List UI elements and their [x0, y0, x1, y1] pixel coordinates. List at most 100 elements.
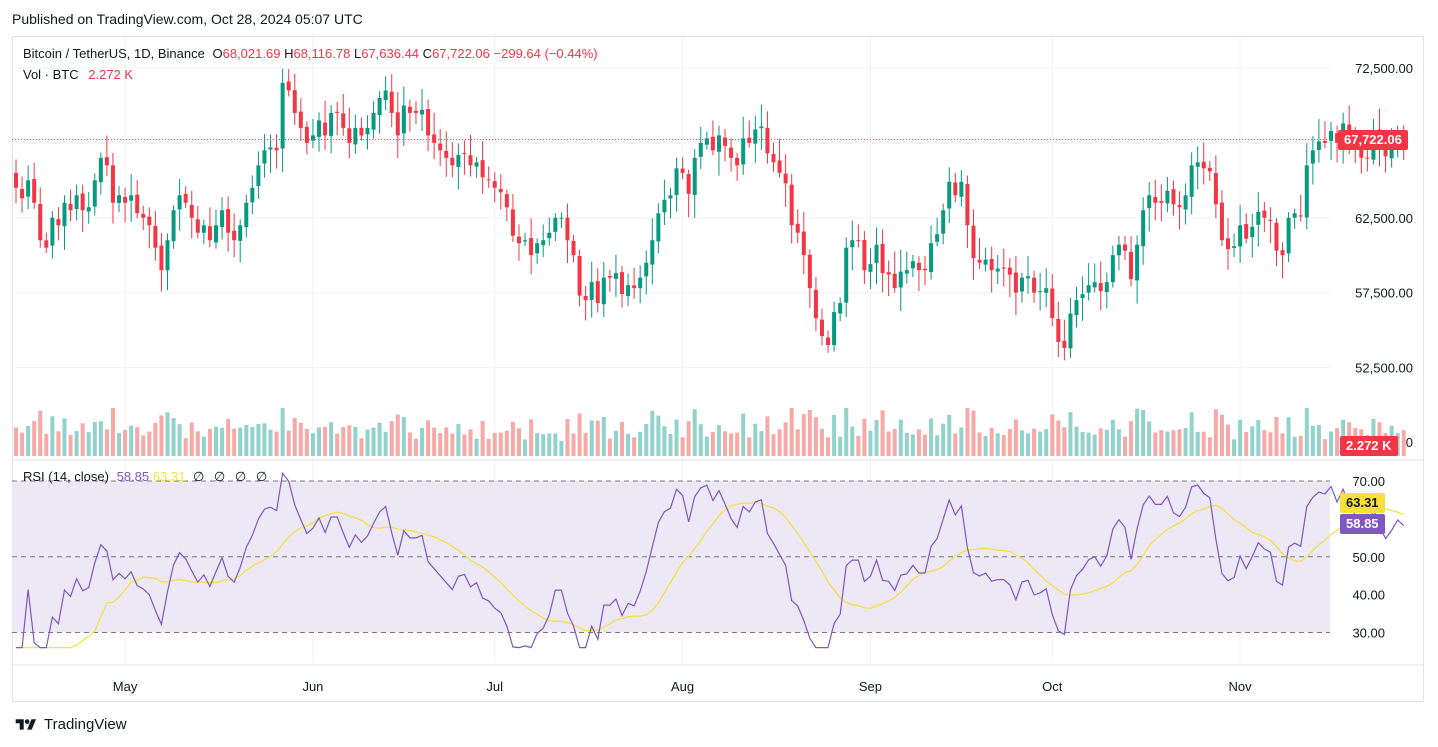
candle-body: [456, 154, 461, 167]
volume-bar: [601, 416, 606, 456]
candle-body: [1116, 244, 1121, 256]
volume-bar: [1401, 430, 1406, 456]
volume-bar: [268, 429, 273, 456]
low-value: 67,636.44: [361, 46, 420, 61]
rsi-extra-3: ∅: [234, 469, 247, 484]
candle-body: [44, 240, 49, 248]
candle-body: [765, 127, 770, 154]
close-value: 67,722.06: [432, 46, 490, 61]
volume-bar: [735, 432, 740, 456]
volume-bar: [650, 410, 655, 456]
candle-body: [389, 91, 394, 113]
candle-body: [953, 182, 958, 196]
volume-bar: [1298, 435, 1303, 456]
volume-bar: [983, 435, 988, 456]
candle-body: [1232, 246, 1237, 248]
candle-body: [704, 138, 709, 145]
candle-body: [371, 112, 376, 130]
price-tick-label: 52,500.00: [1355, 361, 1413, 376]
volume-bar: [965, 408, 970, 456]
candle-body: [341, 113, 346, 128]
candle-body: [153, 225, 158, 248]
volume-bar: [686, 421, 691, 456]
candle-body: [977, 259, 982, 263]
candle-body: [1383, 146, 1388, 157]
candle-body: [38, 203, 43, 241]
candle-body: [1153, 197, 1158, 203]
volume-bar: [589, 420, 594, 456]
volume-bar: [704, 436, 709, 456]
candle-body: [1213, 173, 1218, 205]
candle-body: [759, 126, 764, 129]
volume-bar: [444, 427, 449, 456]
volume-bar: [716, 425, 721, 456]
candle-body: [20, 188, 25, 199]
candle-body: [535, 243, 540, 254]
candle-body: [62, 202, 67, 227]
volume-bar: [220, 428, 225, 456]
candle-body: [1298, 215, 1303, 217]
candle-body: [256, 165, 261, 186]
candle-body: [1159, 201, 1164, 203]
candle-body: [923, 268, 927, 271]
volume-bar: [583, 432, 588, 456]
volume-bar: [710, 432, 715, 456]
volume-bar: [801, 414, 806, 456]
volume-legend: Vol · BTC 2.272 K: [23, 67, 133, 82]
time-tick-label: Oct: [1042, 679, 1063, 694]
price-tick-label: 57,500.00: [1355, 286, 1413, 301]
volume-bar: [1135, 408, 1140, 456]
footer-brand[interactable]: TradingView: [14, 716, 127, 733]
candle-body: [1068, 313, 1073, 349]
volume-bar: [92, 421, 97, 456]
candle-body: [165, 240, 170, 271]
candle-body: [56, 219, 61, 226]
volume-bar: [226, 418, 231, 456]
candle-body: [559, 217, 564, 219]
candle-body: [801, 231, 806, 256]
volume-bar: [292, 418, 297, 456]
volume-bar: [995, 433, 1000, 456]
candle-body: [250, 187, 255, 203]
rsi-extra-2: ∅: [213, 469, 226, 484]
volume-bar: [1001, 434, 1006, 456]
volume-bar: [26, 425, 31, 456]
candle-body: [117, 195, 122, 204]
volume-bar: [644, 423, 649, 456]
candle-body: [941, 210, 946, 234]
candle-body: [401, 105, 406, 134]
volume-bar: [819, 428, 824, 456]
candle-body: [1001, 267, 1006, 269]
candle-body: [1226, 238, 1230, 250]
volume-bar: [1268, 432, 1273, 456]
volume-bar: [1147, 421, 1152, 456]
candle-body: [510, 209, 515, 236]
chart-frame: [12, 36, 1424, 702]
volume-bar: [1068, 412, 1073, 456]
volume-bar: [323, 426, 328, 456]
volume-bar: [553, 433, 558, 456]
volume-bar: [1195, 431, 1200, 456]
volume-bar: [807, 409, 812, 456]
volume-bar: [1092, 434, 1097, 456]
rsi-tag: 58.85: [1340, 514, 1385, 534]
volume-bar: [438, 433, 443, 456]
time-tick-label: May: [113, 679, 138, 694]
volume-bar: [486, 438, 491, 456]
candle-body: [1335, 133, 1340, 143]
volume-bar: [50, 416, 55, 456]
candle-body: [710, 136, 715, 151]
volume-bar: [1316, 424, 1321, 456]
volume-bar: [389, 421, 394, 456]
volume-bar: [626, 433, 631, 456]
volume-bar: [407, 432, 412, 456]
candle-body: [110, 165, 115, 203]
volume-bar: [523, 439, 528, 456]
candle-body: [1244, 224, 1249, 239]
candle-body: [420, 109, 425, 115]
candle-body: [486, 179, 491, 181]
volume-bar: [1086, 432, 1091, 456]
candle-body: [407, 106, 412, 113]
candle-body: [68, 203, 73, 211]
